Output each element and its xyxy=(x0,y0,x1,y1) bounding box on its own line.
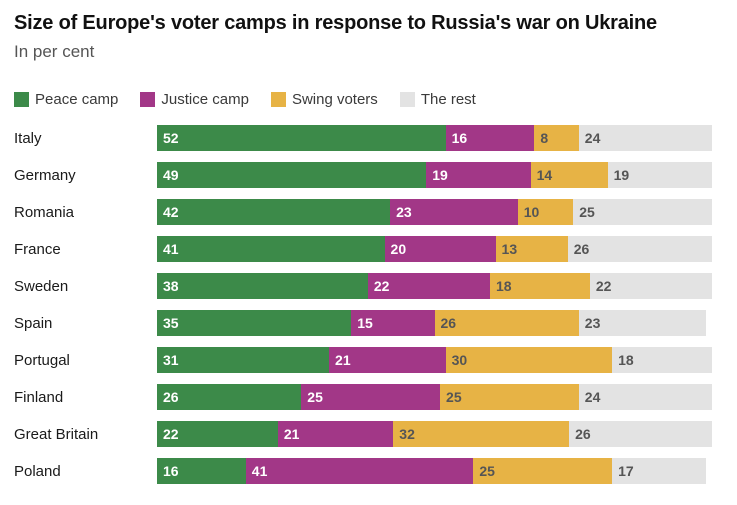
bar-segment-swing-voters: 10 xyxy=(517,199,574,225)
legend-item-justice-camp: Justice camp xyxy=(140,91,249,108)
legend: Peace camp Justice camp Swing voters The re… xyxy=(14,90,712,108)
bar-segment-the-rest: 18 xyxy=(612,347,712,373)
bar-segment-peace-camp: 16 xyxy=(157,458,246,484)
bar-segment-peace-camp: 38 xyxy=(157,273,368,299)
stacked-bar: 41 20 13 26 xyxy=(157,236,712,262)
country-label: Sweden xyxy=(14,277,69,295)
bar-segment-swing-voters: 26 xyxy=(434,310,579,336)
legend-label: Justice camp xyxy=(161,90,249,108)
legend-label: Peace camp xyxy=(35,90,119,108)
bar-segment-swing-voters: 25 xyxy=(473,458,613,484)
bar-segment-peace-camp: 49 xyxy=(157,162,427,188)
bar-segment-swing-voters: 13 xyxy=(495,236,568,262)
stacked-bar: 31 21 30 18 xyxy=(157,347,712,373)
chart-row-portugal: Portugal 31 21 30 18 xyxy=(14,347,712,373)
stacked-bar: 52 16 8 24 xyxy=(157,125,712,151)
country-label: Italy xyxy=(14,129,42,147)
bar-segment-the-rest: 24 xyxy=(578,125,712,151)
country-label: Poland xyxy=(14,462,61,480)
bar-segment-the-rest: 26 xyxy=(567,236,712,262)
bar-segment-swing-voters: 32 xyxy=(393,421,570,447)
bar-segment-the-rest: 24 xyxy=(578,384,712,410)
chart-title: Size of Europe's voter camps in response… xyxy=(14,12,657,34)
bar-segment-justice-camp: 23 xyxy=(390,199,518,225)
bar-segment-justice-camp: 22 xyxy=(367,273,490,299)
stacked-bar: 49 19 14 19 xyxy=(157,162,713,188)
chart-row-poland: Poland 16 41 25 17 xyxy=(14,458,712,484)
legend-swatch-icon xyxy=(270,91,286,107)
bar-segment-swing-voters: 14 xyxy=(530,162,608,188)
bar-segment-peace-camp: 41 xyxy=(157,236,385,262)
legend-label: The rest xyxy=(420,90,476,108)
country-label: Romania xyxy=(14,203,75,221)
bar-segment-justice-camp: 16 xyxy=(445,125,535,151)
bar-segment-swing-voters: 18 xyxy=(489,273,590,299)
legend-item-swing-voters: Swing voters xyxy=(270,90,378,108)
country-label: Finland xyxy=(14,388,64,406)
country-label: Germany xyxy=(14,166,76,184)
bar-segment-peace-camp: 42 xyxy=(157,199,391,225)
bar-segment-peace-camp: 31 xyxy=(157,347,330,373)
country-label: France xyxy=(14,240,61,258)
bar-segment-swing-voters: 30 xyxy=(445,347,613,373)
bar-segment-peace-camp: 35 xyxy=(157,310,352,336)
bar-rows: Italy 52 16 8 24 Germany 49 19 14 19 Romania 42 23 10… xyxy=(14,125,713,484)
legend-swatch-icon xyxy=(399,91,415,107)
chart-row-france: France 41 20 13 26 xyxy=(14,236,712,262)
country-label: Great Britain xyxy=(14,425,99,443)
chart-subtitle: In per cent xyxy=(14,42,95,61)
bar-segment-justice-camp: 15 xyxy=(351,310,435,336)
bar-segment-swing-voters: 8 xyxy=(534,125,579,151)
chart-row-sweden: Sweden 38 22 18 22 xyxy=(14,273,712,299)
bar-segment-peace-camp: 26 xyxy=(157,384,302,410)
bar-segment-the-rest: 17 xyxy=(612,458,707,484)
bar-segment-justice-camp: 21 xyxy=(329,347,446,373)
bar-segment-justice-camp: 21 xyxy=(277,421,394,447)
stacked-bar: 38 22 18 22 xyxy=(157,273,712,299)
chart-row-romania: Romania 42 23 10 25 xyxy=(14,199,712,225)
chart-row-great-britain: Great Britain 22 21 32 26 xyxy=(14,421,712,447)
bar-segment-the-rest: 25 xyxy=(573,199,712,225)
chart-row-finland: Finland 26 25 25 24 xyxy=(14,384,712,410)
bar-segment-swing-voters: 25 xyxy=(440,384,579,410)
stacked-bar: 22 21 32 26 xyxy=(157,421,712,447)
legend-label: Swing voters xyxy=(291,90,378,108)
legend-swatch-icon xyxy=(140,91,156,107)
chart-row-spain: Spain 35 15 26 23 xyxy=(14,310,712,336)
legend-swatch-icon xyxy=(14,91,29,107)
stacked-bar: 42 23 10 25 xyxy=(157,199,712,225)
country-label: Portugal xyxy=(14,351,70,369)
bar-segment-peace-camp: 22 xyxy=(157,421,278,447)
stacked-bar: 16 41 25 17 xyxy=(157,458,712,484)
chart-row-germany: Germany 49 19 14 19 xyxy=(14,162,713,188)
bar-segment-the-rest: 22 xyxy=(589,273,712,299)
bar-segment-the-rest: 26 xyxy=(569,421,712,447)
bar-segment-justice-camp: 20 xyxy=(384,236,496,262)
bar-segment-justice-camp: 25 xyxy=(301,384,441,410)
bar-segment-justice-camp: 19 xyxy=(426,162,531,188)
bar-segment-the-rest: 19 xyxy=(607,162,713,188)
country-label: Spain xyxy=(14,314,53,332)
bar-segment-the-rest: 23 xyxy=(578,310,707,336)
legend-item-peace-camp: Peace camp xyxy=(14,91,118,108)
stacked-bar: 35 15 26 23 xyxy=(157,310,712,336)
legend-item-the-rest: The rest xyxy=(399,90,476,108)
stacked-bar: 26 25 25 24 xyxy=(157,384,712,410)
chart-row-italy: Italy 52 16 8 24 xyxy=(14,125,712,151)
bar-segment-peace-camp: 52 xyxy=(157,125,446,151)
bar-segment-justice-camp: 41 xyxy=(245,458,474,484)
